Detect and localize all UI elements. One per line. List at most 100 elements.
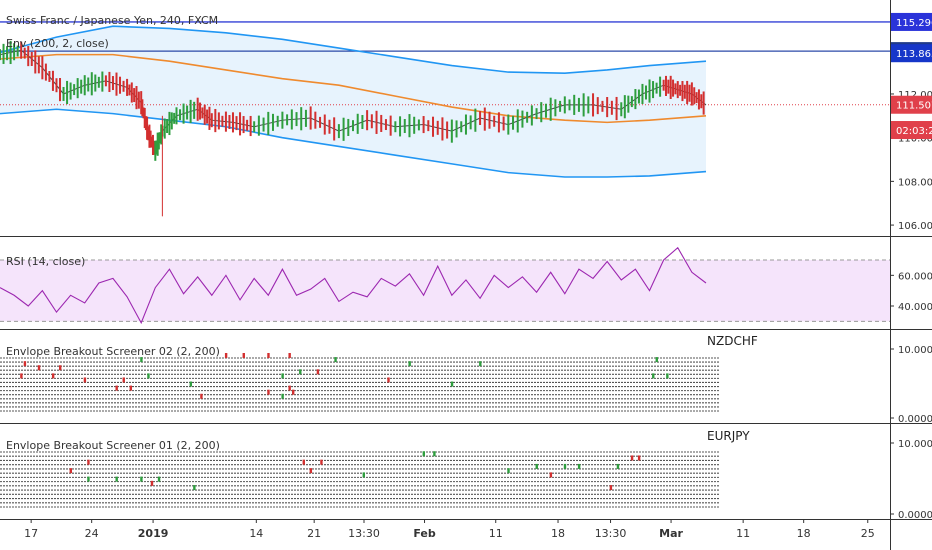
price-candle[interactable] xyxy=(502,116,505,131)
price-candle[interactable] xyxy=(214,108,217,133)
price-candle[interactable] xyxy=(526,111,529,123)
screener-02-signal-marker[interactable] xyxy=(655,357,658,363)
price-candle[interactable] xyxy=(455,120,458,138)
price-candle[interactable] xyxy=(115,72,118,96)
price-candle[interactable] xyxy=(155,140,158,155)
price-candle[interactable] xyxy=(582,93,585,117)
screener-02-signal-marker[interactable] xyxy=(83,377,87,383)
screener-01-signal-marker[interactable] xyxy=(507,468,510,474)
price-candle[interactable] xyxy=(101,71,104,92)
price-candle[interactable] xyxy=(337,124,340,139)
screener-02-signal-marker[interactable] xyxy=(129,385,133,391)
screener-01-signal-marker[interactable] xyxy=(140,476,143,482)
price-candle[interactable] xyxy=(497,112,500,133)
screener-01-signal-marker[interactable] xyxy=(433,451,436,457)
price-candle[interactable] xyxy=(34,50,37,74)
price-candle[interactable] xyxy=(662,79,665,91)
price-candle[interactable] xyxy=(679,84,682,96)
price-tag[interactable] xyxy=(891,44,932,63)
price-candle[interactable] xyxy=(676,81,679,99)
rsi-panel[interactable] xyxy=(0,246,890,325)
price-candle[interactable] xyxy=(370,114,373,129)
price-candle[interactable] xyxy=(41,56,44,80)
price-candle[interactable] xyxy=(389,115,392,136)
price-candle[interactable] xyxy=(133,88,136,103)
screener-01-signal-marker[interactable] xyxy=(422,451,425,457)
screener-02-signal-marker[interactable] xyxy=(299,369,302,375)
price-candle[interactable] xyxy=(104,75,107,87)
price-candle[interactable] xyxy=(697,89,700,110)
price-candle[interactable] xyxy=(479,111,482,125)
price-candle[interactable] xyxy=(356,113,359,134)
price-candle[interactable] xyxy=(328,119,331,134)
price-candle[interactable] xyxy=(90,72,93,96)
price-candle[interactable] xyxy=(147,126,150,141)
price-candle[interactable] xyxy=(606,97,609,118)
price-candle[interactable] xyxy=(674,83,677,95)
price-candle[interactable] xyxy=(596,97,599,115)
price-candle[interactable] xyxy=(693,87,696,105)
price-candle[interactable] xyxy=(173,112,176,124)
price-axis[interactable]: 106.000108.000110.000112.000115.296113.9… xyxy=(890,12,932,521)
price-candle[interactable] xyxy=(217,112,220,130)
price-candle[interactable] xyxy=(262,117,265,132)
screener-02-signal-marker[interactable] xyxy=(450,381,454,387)
price-candle[interactable] xyxy=(601,100,604,112)
price-candle[interactable] xyxy=(156,132,159,156)
price-candle[interactable] xyxy=(652,81,655,99)
screener-02-signal-marker[interactable] xyxy=(115,385,118,391)
price-candle[interactable] xyxy=(436,120,439,135)
screener-02-signal-marker[interactable] xyxy=(291,389,295,395)
screener-01-signal-marker[interactable] xyxy=(616,463,620,469)
price-candle[interactable] xyxy=(199,102,202,120)
price-candle[interactable] xyxy=(688,84,691,102)
price-candle[interactable] xyxy=(267,111,270,136)
price-candle[interactable] xyxy=(672,79,675,97)
screener-02-signal-marker[interactable] xyxy=(224,353,228,358)
price-candle[interactable] xyxy=(610,100,613,115)
price-candle[interactable] xyxy=(16,45,19,57)
price-candle[interactable] xyxy=(30,52,33,66)
price-candle[interactable] xyxy=(126,78,129,96)
screener-02-signal-marker[interactable] xyxy=(59,365,62,371)
price-candle[interactable] xyxy=(146,116,149,140)
price-candle[interactable] xyxy=(627,95,630,113)
price-candle[interactable] xyxy=(97,76,100,88)
price-candle[interactable] xyxy=(664,75,667,97)
screener-01-label[interactable]: Envlope Breakout Screener 01 (2, 200) xyxy=(6,439,220,452)
price-candle[interactable] xyxy=(179,109,182,121)
price-candle[interactable] xyxy=(648,79,651,103)
time-axis[interactable]: 17 24 2019 14 21 13:30 Feb 11 18 13:30 Mar 11 18 25 xyxy=(24,519,875,540)
price-candle[interactable] xyxy=(659,76,662,97)
screener-01-signal-marker[interactable] xyxy=(630,455,634,461)
price-candle[interactable] xyxy=(55,78,58,93)
screener-02-signal-marker[interactable] xyxy=(288,353,291,358)
price-candle[interactable] xyxy=(615,96,618,121)
price-candle[interactable] xyxy=(587,96,590,114)
price-candle[interactable] xyxy=(210,113,213,128)
price-candle[interactable] xyxy=(186,105,189,120)
price-candle[interactable] xyxy=(175,107,178,125)
screener-02-signal-marker[interactable] xyxy=(652,373,655,379)
price-candle[interactable] xyxy=(507,114,510,135)
screener-02-signal-marker[interactable] xyxy=(267,353,270,358)
price-tag[interactable] xyxy=(891,12,932,31)
rsi-indicator-label[interactable]: RSI (14, close) xyxy=(6,255,85,268)
price-candle[interactable] xyxy=(347,118,350,136)
price-candle[interactable] xyxy=(159,132,162,144)
price-candle[interactable] xyxy=(573,94,576,115)
price-candle[interactable] xyxy=(432,116,435,137)
price-candle[interactable] xyxy=(304,109,307,127)
screener-02-signal-marker[interactable] xyxy=(479,361,482,367)
price-candle[interactable] xyxy=(286,114,289,126)
screener-01-signal-marker[interactable] xyxy=(87,476,90,482)
price-candle[interactable] xyxy=(623,95,626,119)
price-candle[interactable] xyxy=(446,121,449,139)
price-candle[interactable] xyxy=(530,105,533,126)
screener-01-signal-marker[interactable] xyxy=(309,468,313,474)
price-candle[interactable] xyxy=(516,109,519,133)
screener-02-signal-marker[interactable] xyxy=(51,373,55,379)
price-tag[interactable] xyxy=(891,95,932,114)
screener-02-signal-marker[interactable] xyxy=(189,381,193,387)
